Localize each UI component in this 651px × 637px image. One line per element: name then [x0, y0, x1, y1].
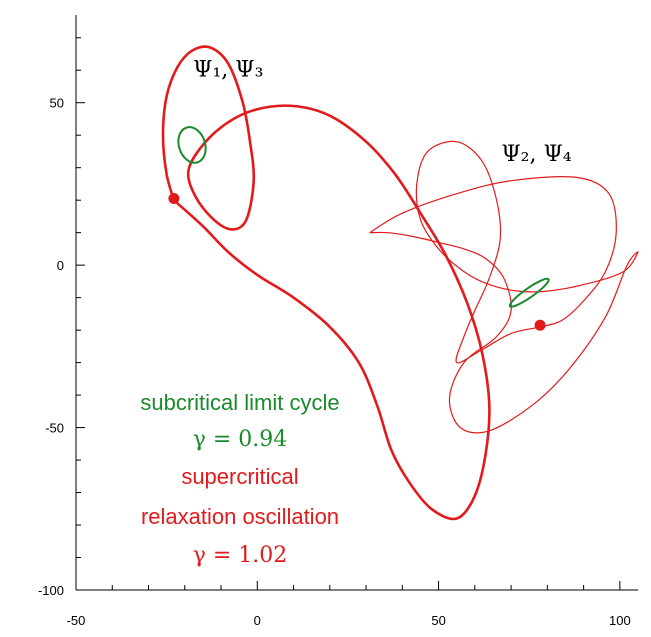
- limit-cycles: [177, 126, 550, 308]
- x-tick-label: -50: [67, 613, 86, 628]
- y-tick-label: -100: [38, 583, 64, 598]
- state-marker_1: [168, 193, 180, 205]
- state-marker_2: [534, 319, 546, 331]
- x-tick-label: 0: [254, 613, 261, 628]
- legend-relaxation-label: relaxation oscillation: [141, 504, 339, 529]
- legend-gamma-subcritical: γ = 0.94: [193, 427, 288, 452]
- y-tick-label: -50: [45, 421, 64, 436]
- limit-cycle-lc_2: [508, 277, 550, 308]
- x-tick-label: 50: [431, 613, 445, 628]
- limit-cycle-lc_1: [177, 126, 207, 164]
- annotation-psi1-psi3: Ψ₁, Ψ₃: [193, 58, 263, 83]
- x-tick-label: 100: [609, 613, 631, 628]
- legend: subcritical limit cycle γ = 0.94 supercr…: [140, 390, 339, 568]
- legend-supercritical-label: supercritical: [181, 464, 298, 489]
- trajectory-relax_2: [369, 140, 639, 434]
- y-tick-label: 50: [50, 96, 64, 111]
- legend-gamma-supercritical: γ = 1.02: [193, 543, 288, 568]
- y-tick-label: 0: [57, 258, 64, 273]
- legend-subcritical-label: subcritical limit cycle: [140, 390, 339, 415]
- trajectory-relax_1: [161, 45, 491, 521]
- annotation-psi2-psi4: Ψ₂, Ψ₄: [501, 142, 571, 167]
- state-markers: [168, 193, 546, 331]
- trajectory-curves: [161, 45, 639, 521]
